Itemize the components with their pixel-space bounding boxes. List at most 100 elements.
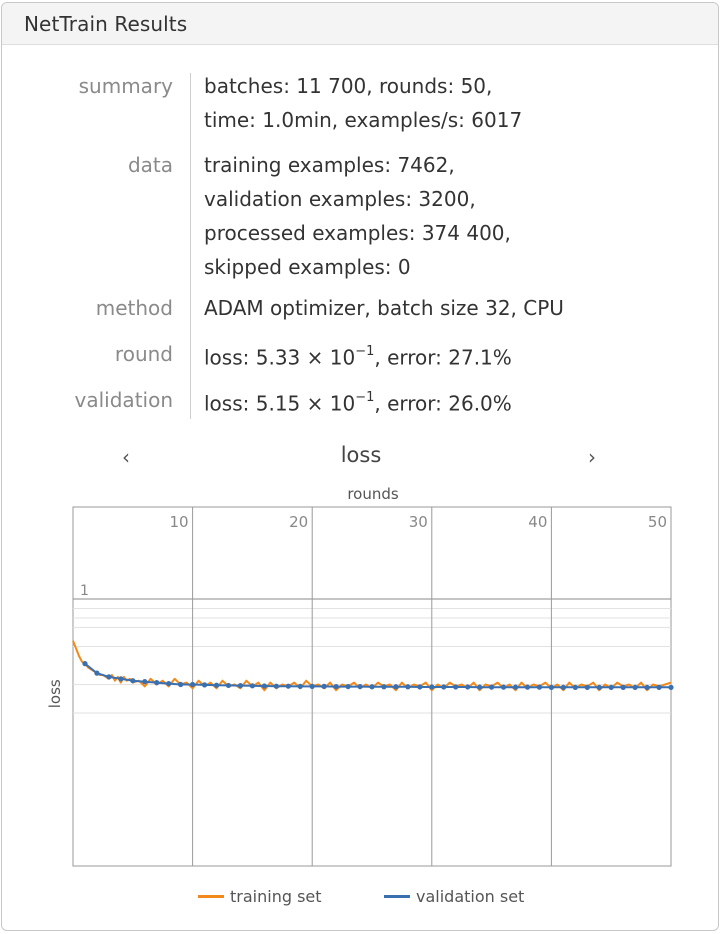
validation-point — [572, 684, 578, 690]
round-error-unit: % — [492, 345, 512, 370]
validation-point — [285, 683, 291, 689]
validation-point — [178, 681, 184, 688]
validation-point — [536, 684, 543, 690]
validation-point — [309, 683, 315, 689]
y-axis-label: loss — [46, 679, 64, 708]
validation-point — [500, 684, 507, 690]
legend-item-training: training set — [198, 887, 322, 906]
summary-value: batches: 11 700, rounds: 50, time: 1.0mi… — [204, 69, 522, 137]
round-error-prefix: , error: — [374, 345, 449, 370]
validation-point — [465, 684, 471, 690]
validation-error-value: 26.0 — [448, 391, 493, 416]
validation-point — [441, 684, 447, 690]
validation-point — [321, 683, 327, 689]
x-tick-label: 40 — [528, 513, 547, 531]
validation-point — [524, 684, 531, 690]
validation-point — [130, 678, 136, 684]
validation-point — [237, 683, 244, 689]
validation-value: loss: 5.15 × 10−1, error: 26.0% — [204, 383, 512, 421]
validation-loss-prefix: loss: — [204, 391, 256, 416]
x-tick-label: 50 — [648, 513, 667, 531]
chevron-right-icon[interactable]: › — [588, 445, 596, 469]
validation-point — [357, 683, 363, 690]
validation-loss-exponent: −1 — [355, 390, 375, 405]
validation-point — [154, 680, 160, 686]
round-label: round — [114, 342, 173, 366]
validation-error-prefix: , error: — [374, 391, 449, 416]
label-value-divider — [190, 73, 191, 419]
validation-point — [596, 684, 602, 690]
round-error-value: 27.1 — [448, 345, 493, 370]
validation-point — [381, 684, 387, 690]
validation-point — [190, 681, 196, 688]
round-times-ten: × 10 — [300, 345, 356, 370]
chevron-left-icon[interactable]: ‹ — [122, 445, 130, 469]
panel-title: NetTrain Results — [24, 12, 188, 36]
round-loss-exponent: −1 — [355, 344, 375, 359]
data-value: training examples: 7462, validation exam… — [204, 148, 511, 284]
validation-point — [225, 682, 232, 689]
validation-point — [213, 682, 220, 688]
validation-point — [273, 683, 279, 689]
validation-point — [632, 684, 638, 690]
validation-point — [656, 684, 662, 690]
validation-point — [584, 684, 590, 690]
x-tick-label: 20 — [289, 513, 308, 531]
round-loss-prefix: loss: — [204, 345, 256, 370]
training-swatch — [198, 895, 224, 898]
validation-point — [94, 670, 100, 676]
validation-label: validation — [74, 388, 173, 412]
validation-point — [429, 684, 435, 690]
validation-loss-mantissa: 5.15 — [255, 391, 301, 416]
validation-point — [142, 679, 148, 685]
validation-point — [668, 684, 674, 690]
validation-point — [249, 683, 255, 689]
loss-chart: 10 20 30 40 50 1 rounds loss — [46, 485, 674, 867]
validation-point — [405, 684, 411, 690]
validation-point — [345, 683, 351, 690]
chart-selector-title: loss — [340, 443, 382, 467]
round-loss-mantissa: 5.33 — [255, 345, 301, 370]
x-axis-label: rounds — [347, 485, 399, 503]
validation-point — [166, 680, 172, 687]
y-tick-label: 1 — [80, 583, 89, 599]
validation-point — [82, 661, 88, 667]
x-tick-label: 10 — [170, 513, 189, 531]
validation-point — [118, 676, 124, 682]
validation-point — [261, 683, 267, 689]
summary-line-2: time: 1.0min, examples/s: 6017 — [204, 108, 523, 132]
title-bar: NetTrain Results — [2, 3, 718, 45]
validation-point — [106, 674, 112, 680]
summary-label: summary — [78, 74, 173, 98]
validation-point — [297, 683, 303, 689]
validation-point — [453, 684, 459, 690]
data-line-3: processed examples: 374 400, — [204, 221, 511, 245]
validation-point — [417, 684, 423, 690]
round-value: loss: 5.33 × 10−1, error: 27.1% — [204, 337, 512, 375]
data-line-4: skipped examples: 0 — [204, 255, 411, 279]
validation-point — [620, 684, 626, 690]
method-line-1: ADAM optimizer, batch size 32, CPU — [204, 296, 564, 320]
validation-point — [644, 684, 650, 690]
data-line-1: training examples: 7462, — [204, 153, 455, 177]
legend-training-label: training set — [230, 887, 322, 906]
x-tick-label: 30 — [409, 513, 428, 531]
validation-point — [333, 683, 339, 690]
validation-point — [477, 684, 483, 690]
validation-point — [201, 682, 208, 688]
validation-point — [548, 684, 555, 690]
data-line-2: validation examples: 3200, — [204, 187, 476, 211]
validation-point — [560, 684, 566, 690]
validation-swatch — [384, 895, 410, 898]
data-label: data — [127, 153, 173, 177]
validation-point — [369, 684, 375, 690]
legend-item-validation: validation set — [384, 887, 524, 906]
validation-error-unit: % — [492, 391, 512, 416]
validation-point — [489, 684, 495, 690]
validation-point — [608, 684, 614, 690]
method-value: ADAM optimizer, batch size 32, CPU — [204, 291, 564, 325]
method-label: method — [95, 296, 173, 320]
validation-point — [512, 684, 519, 690]
summary-line-1: batches: 11 700, rounds: 50, — [204, 74, 493, 98]
